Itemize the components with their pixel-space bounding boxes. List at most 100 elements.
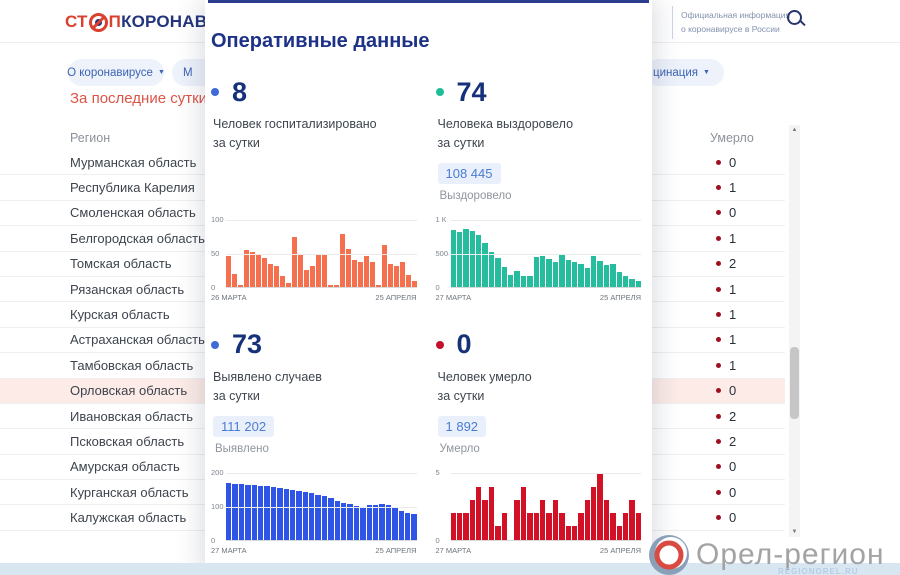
- chart-bar: [456, 513, 463, 540]
- badge-caption: Выздоровело: [439, 189, 512, 202]
- chart-bar: [243, 249, 249, 287]
- died-dot: [716, 515, 721, 521]
- chart-bar: [571, 261, 578, 287]
- stat-detected: 73 Выявлено случаев за сутки 111 202 Выя…: [211, 322, 420, 555]
- chart-bar: [363, 256, 369, 287]
- chart-bar: [552, 499, 559, 540]
- chart-bar: [366, 505, 372, 540]
- stat-label: Человека выздоровело за сутки: [437, 117, 574, 151]
- chart-bar: [546, 513, 552, 540]
- chart-bar: [345, 249, 351, 287]
- chart-bar: [270, 487, 277, 540]
- died-dot: [716, 261, 721, 267]
- died-dot: [716, 438, 721, 444]
- stat-label: Выявлено случаев за сутки: [213, 369, 322, 404]
- region-name: Белгородская область: [70, 230, 205, 246]
- chart-bar: [264, 486, 270, 540]
- chart-bar: [539, 499, 546, 540]
- died-cell: 1: [716, 358, 736, 373]
- nav-item-vaccination[interactable]: цинация ▼: [645, 59, 724, 86]
- died-value: 1: [729, 180, 737, 196]
- chart-bar: [456, 231, 463, 287]
- chart-bar: [533, 513, 539, 540]
- x-axis-start-label: 27 МАРТА: [211, 545, 247, 555]
- gridline: [450, 253, 641, 255]
- y-axis-tick: 100: [211, 215, 224, 225]
- chart-bar: [527, 513, 533, 540]
- chart-bar: [469, 499, 476, 540]
- chart-bar: [334, 501, 341, 540]
- chart-bar: [603, 499, 610, 540]
- column-header-region: Регион: [70, 131, 111, 145]
- chart-bar: [476, 486, 482, 540]
- chart-bar: [328, 497, 334, 540]
- died-dot: [716, 413, 721, 419]
- chart-bar: [375, 285, 381, 287]
- chart-bar: [232, 483, 238, 540]
- gridline: [226, 253, 417, 255]
- chart-bar: [469, 230, 476, 287]
- no-virus-icon: [88, 12, 108, 32]
- scrollbar-thumb[interactable]: [790, 347, 799, 419]
- region-name: Курганская область: [70, 484, 189, 500]
- modal-top-accent: [208, 0, 649, 3]
- stat-dot-blue: [211, 340, 219, 349]
- chart-bar: [591, 486, 597, 540]
- chart-bar: [533, 257, 539, 287]
- chart-bar: [635, 513, 642, 540]
- chart-bar: [616, 526, 623, 540]
- scroll-up-icon[interactable]: ▲: [791, 127, 798, 133]
- stat-hospitalized: 8 Человек госпитализировано за сутки 26 …: [211, 69, 420, 302]
- region-name: Томская область: [70, 256, 172, 272]
- chart-bar: [629, 278, 635, 287]
- chart-bar: [297, 255, 303, 287]
- chart-bar: [360, 506, 366, 540]
- chart-bar: [405, 274, 411, 287]
- chart-bar: [584, 499, 591, 540]
- chart-bar: [578, 264, 584, 287]
- badge-caption: Умерло: [439, 442, 480, 455]
- stat-value: 73: [232, 329, 263, 360]
- x-axis-start-label: 26 МАРТА: [211, 292, 247, 302]
- region-name: Смоленская область: [70, 205, 196, 221]
- died-value: 1: [729, 281, 737, 297]
- died-cell: 1: [716, 307, 736, 322]
- search-icon[interactable]: [785, 8, 807, 30]
- died-cell: 0: [716, 485, 736, 500]
- x-axis-end-label: 25 АПРЕЛЯ: [375, 545, 417, 555]
- chart-bar: [289, 490, 296, 540]
- stat-dot-blue: [211, 88, 219, 96]
- died-value: 1: [729, 307, 737, 323]
- died-dot: [716, 210, 721, 216]
- died-value: 0: [729, 484, 737, 500]
- died-cell: 1: [716, 282, 736, 297]
- scrollbar[interactable]: ▲ ▼: [789, 125, 800, 537]
- chart-bar: [387, 264, 393, 287]
- header-vertical-divider: [672, 6, 673, 39]
- chart-bar: [584, 267, 591, 287]
- scroll-down-icon[interactable]: ▼: [791, 529, 798, 535]
- chart-bar: [514, 499, 520, 540]
- died-cell: 2: [716, 434, 736, 449]
- site-logo[interactable]: СТ ПКОРОНАВИ: [65, 12, 206, 32]
- died-value: 1: [729, 332, 737, 348]
- total-badge: 111 202: [213, 415, 275, 437]
- chart-bar: [508, 274, 514, 287]
- chart-bar: [339, 233, 345, 287]
- region-name: Псковская область: [70, 433, 185, 449]
- chart-bar: [277, 488, 283, 540]
- chart-bar: [501, 266, 508, 287]
- chart-bar: [249, 252, 255, 287]
- chevron-down-icon: ▼: [157, 69, 165, 76]
- chevron-down-icon: ▼: [703, 69, 710, 76]
- chart-bar: [411, 514, 417, 540]
- chart-bar: [623, 513, 629, 540]
- chart-bar: [610, 263, 616, 287]
- chart-bar: [237, 285, 243, 287]
- chart-bar: [341, 502, 347, 540]
- y-axis-tick: 0: [211, 283, 216, 293]
- region-name: Курская область: [70, 307, 170, 323]
- nav-item-about-coronavirus[interactable]: О коронавирусе ▼: [67, 59, 165, 86]
- chart-bar: [623, 276, 629, 287]
- watermark-title: Орел-регион: [696, 538, 885, 571]
